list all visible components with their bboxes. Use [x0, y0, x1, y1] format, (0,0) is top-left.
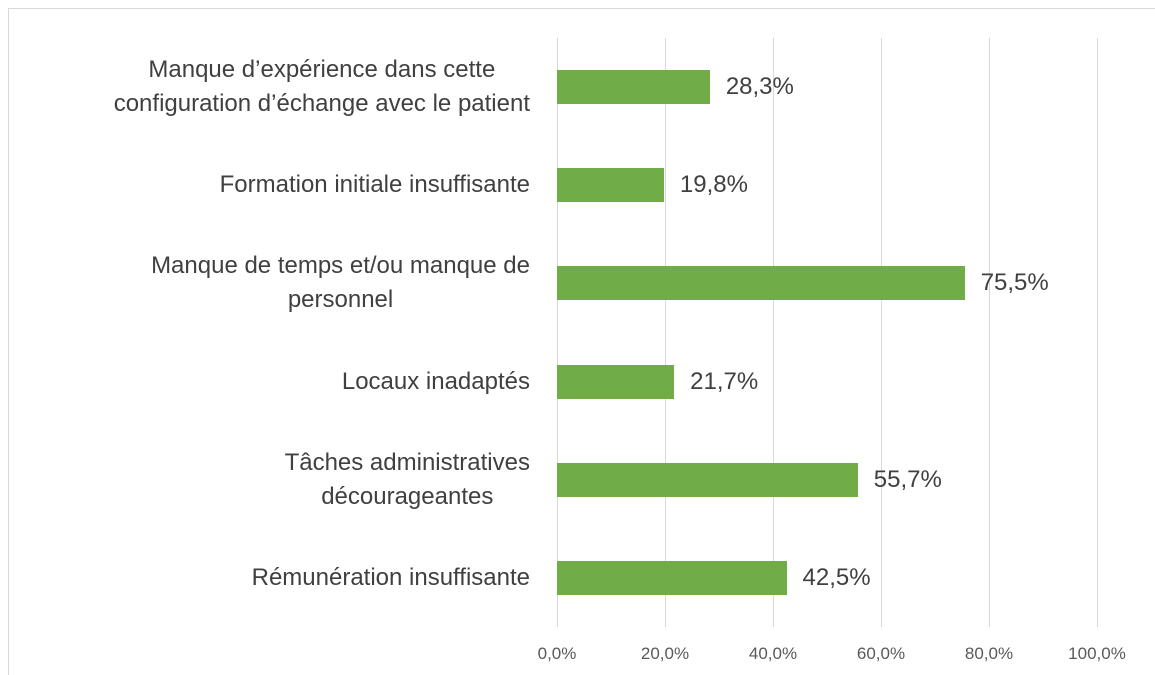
value-label: 42,5% [802, 563, 871, 591]
grid-line [880, 38, 882, 627]
x-tick-label: 60,0% [856, 644, 906, 663]
value-label: 19,8% [679, 171, 748, 199]
value-label: 28,3% [725, 73, 794, 101]
bar [557, 168, 664, 203]
category-label: Formation initiale insuffisante [219, 171, 530, 199]
bar [557, 70, 710, 105]
x-tick-label: 80,0% [964, 644, 1014, 663]
bar [557, 364, 675, 399]
grid-line [772, 38, 774, 627]
value-label: 21,7% [690, 367, 759, 395]
category-label: Locaux inadaptés [341, 367, 530, 395]
bar [557, 462, 858, 497]
x-tick-label: 40,0% [748, 644, 798, 663]
category-label: Manque d’expérience dans cette configura… [113, 56, 530, 118]
category-label: Manque de temps et/ou manque de personne… [151, 252, 530, 314]
x-tick-label: 0,0% [537, 644, 577, 663]
grid-line [1096, 38, 1098, 627]
bar [557, 560, 787, 595]
x-tick-label: 20,0% [640, 644, 690, 663]
category-label: Tâches administratives décourageantes [284, 448, 530, 510]
chart-frame [8, 8, 1155, 675]
category-label: Rémunération insuffisante [251, 563, 530, 591]
bar [557, 266, 965, 301]
value-label: 75,5% [980, 269, 1049, 297]
grid-line [556, 38, 558, 627]
x-tick-label: 100,0% [1068, 644, 1126, 663]
grid-line [988, 38, 990, 627]
grid-line [664, 38, 666, 627]
value-label: 55,7% [873, 465, 942, 493]
